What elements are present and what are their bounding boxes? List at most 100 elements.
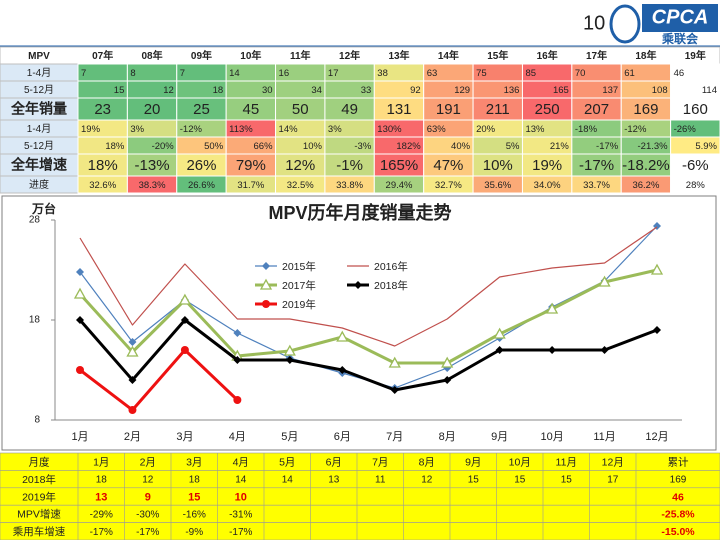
cell-value: 3% xyxy=(328,124,342,135)
cell-value: 46 xyxy=(674,68,685,79)
cell-value: 14 xyxy=(282,475,294,486)
x-tick-label: 3月 xyxy=(176,431,193,443)
x-tick-label: 2月 xyxy=(124,431,141,443)
cell-value: 35.6% xyxy=(484,180,511,191)
point-marker xyxy=(233,396,242,404)
cell-value: 13% xyxy=(525,124,545,135)
cell-value: 85 xyxy=(525,68,536,79)
cell-value: -20% xyxy=(152,141,175,152)
point-marker xyxy=(336,330,349,342)
cell-value: 15 xyxy=(514,475,526,486)
table-header: 08年 xyxy=(142,49,163,62)
cell-value: 25 xyxy=(193,101,210,118)
cell-value: 207 xyxy=(584,101,609,118)
point-marker xyxy=(180,316,189,324)
series-line xyxy=(78,268,658,365)
total-value: 46 xyxy=(672,491,684,503)
x-tick-label: 10月 xyxy=(540,431,563,443)
cell-value: 49 xyxy=(341,101,358,118)
cell-value: 66% xyxy=(254,141,274,152)
cell-value: -30% xyxy=(136,510,159,521)
x-tick-label: 7月 xyxy=(386,431,403,443)
cell-value: 32.5% xyxy=(287,180,314,191)
cell-value: 16 xyxy=(279,68,290,79)
cell-value: 136 xyxy=(504,85,520,96)
point-marker xyxy=(128,406,137,414)
cell-value: 20% xyxy=(476,124,496,135)
table-header: 14年 xyxy=(438,49,459,62)
cell-value: 129 xyxy=(454,85,470,96)
cell-value: 30 xyxy=(262,85,273,96)
x-tick-label: 4月 xyxy=(229,431,246,443)
cell-value: 50 xyxy=(292,101,309,118)
point-marker xyxy=(600,346,609,354)
cell-value: 50% xyxy=(204,141,224,152)
table-header: 10月 xyxy=(509,456,531,468)
cell-value: 31.7% xyxy=(237,180,264,191)
y-tick-label: 8 xyxy=(34,415,40,426)
cell-value: 63 xyxy=(427,68,438,79)
cell-value: 36.2% xyxy=(632,180,659,191)
row-label: 2019年 xyxy=(22,490,56,503)
table-header: 09年 xyxy=(191,49,212,62)
y-tick-label: 28 xyxy=(29,215,41,226)
point-marker xyxy=(443,376,452,384)
cell-value: 12 xyxy=(421,475,433,486)
table-header: 5月 xyxy=(279,456,295,468)
cell-value: 14 xyxy=(235,475,247,486)
table-header: 7月 xyxy=(372,456,388,468)
cell-value: 63% xyxy=(427,124,447,135)
cell-value: 18 xyxy=(213,85,224,96)
row-label: 5-12月 xyxy=(24,84,54,96)
cell-value: 14 xyxy=(229,68,240,79)
cell-value: 191 xyxy=(436,101,461,118)
table-header: 9月 xyxy=(465,456,481,468)
table-header: 12年 xyxy=(339,49,360,62)
cell-value: -17% xyxy=(229,527,252,538)
table-header: 11月 xyxy=(556,456,577,468)
table-header: 12月 xyxy=(602,456,624,468)
cell-value: 165 xyxy=(553,85,569,96)
cell-value: 3% xyxy=(130,124,144,135)
cell-value: 23 xyxy=(94,101,111,118)
cell-value: 61 xyxy=(624,68,635,79)
row-label: 全年销量 xyxy=(10,101,67,117)
table-header: 15年 xyxy=(487,49,508,62)
x-tick-label: 9月 xyxy=(491,431,508,443)
cell-value: 29.4% xyxy=(386,180,413,191)
table-header: 11年 xyxy=(290,49,311,62)
total-value: -15.0% xyxy=(661,526,695,538)
cell-value: 26% xyxy=(186,157,216,174)
cell-value: 34 xyxy=(311,85,322,96)
cell-value: 131 xyxy=(386,101,411,118)
cell-value: 19% xyxy=(532,157,562,174)
cell-value: 32.7% xyxy=(435,180,462,191)
cell-value: 137 xyxy=(602,85,618,96)
cell-value: -6% xyxy=(682,157,709,174)
cell-value: 108 xyxy=(652,85,668,96)
cell-value: 13 xyxy=(328,475,340,486)
point-marker xyxy=(545,302,559,314)
logo-name: CPCA xyxy=(652,6,709,28)
row-label: 乘用车增速 xyxy=(13,525,66,538)
cell-value: 17 xyxy=(328,68,339,79)
table-header: 月度 xyxy=(29,455,50,468)
cell-value: 250 xyxy=(535,101,560,118)
cell-value: 114 xyxy=(702,85,717,96)
point-marker xyxy=(76,268,84,276)
row-label: 进度 xyxy=(29,178,49,191)
cell-value: -3% xyxy=(354,141,371,152)
table-header: 1月 xyxy=(93,456,109,468)
cell-value: 70 xyxy=(575,68,586,79)
point-marker xyxy=(73,287,87,299)
row-label: 1-4月 xyxy=(27,123,51,135)
cell-value: -31% xyxy=(229,510,252,521)
cell-value: -17% xyxy=(596,141,619,152)
point-marker xyxy=(598,275,611,287)
cell-value: -12% xyxy=(180,124,203,135)
table-header: 8月 xyxy=(419,456,435,468)
cell-value: -26% xyxy=(674,124,697,135)
cell-value: -1% xyxy=(336,157,363,174)
cell-value: 79% xyxy=(236,157,266,174)
cell-value: -29% xyxy=(90,510,113,521)
